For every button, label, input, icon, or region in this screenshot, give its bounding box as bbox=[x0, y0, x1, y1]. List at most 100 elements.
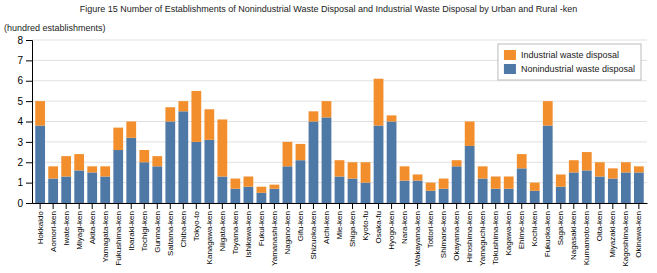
bar bbox=[543, 126, 553, 203]
legend-label: Nonindustrial waste disposal bbox=[521, 64, 635, 74]
tick: Yamagata-ken bbox=[101, 203, 110, 262]
legend-swatch bbox=[504, 50, 516, 60]
bar bbox=[204, 109, 214, 140]
tick: Osaka-fu bbox=[374, 203, 383, 243]
tick: Hiroshima-ken bbox=[465, 203, 474, 263]
tick: Saga-ken bbox=[556, 203, 565, 245]
tick: Chiba-ken bbox=[179, 203, 188, 247]
tick: Tottori-ken bbox=[426, 203, 435, 248]
grid bbox=[32, 40, 647, 203]
axis-line bbox=[26, 41, 33, 204]
tick-mark bbox=[534, 203, 535, 209]
legend-item: Industrial waste disposal bbox=[504, 50, 619, 60]
bar bbox=[504, 189, 514, 203]
tick: Okayama-ken bbox=[452, 203, 461, 261]
tick-mark bbox=[118, 203, 119, 209]
bar bbox=[257, 187, 267, 193]
bar bbox=[491, 177, 501, 189]
tick-label: Mie-ken bbox=[335, 211, 344, 239]
tick-label: Yamaguchi-ken bbox=[478, 211, 487, 266]
bar bbox=[126, 138, 136, 203]
tick: Shimane-ken bbox=[439, 203, 448, 258]
bar bbox=[296, 144, 306, 160]
tick: Iwate-ken bbox=[62, 203, 71, 246]
bar bbox=[582, 170, 592, 203]
tick-label: 5 bbox=[17, 96, 23, 107]
tick-mark bbox=[222, 203, 223, 209]
tick-label: Aomori-ken bbox=[49, 211, 58, 252]
tick-mark bbox=[339, 203, 340, 209]
tick: Toyama-ken bbox=[231, 203, 240, 255]
tick: 2 bbox=[17, 157, 32, 168]
tick-label: Gunma-ken bbox=[153, 211, 162, 253]
tick-label: Iwate-ken bbox=[62, 211, 71, 246]
tick-label: 3 bbox=[17, 137, 23, 148]
tick: Okinawa-ken bbox=[634, 203, 643, 258]
tick: Nara-ken bbox=[400, 203, 409, 244]
tick-label: 4 bbox=[17, 116, 23, 127]
tick-mark bbox=[495, 203, 496, 209]
tick-label: Shiga-ken bbox=[348, 211, 357, 247]
tick-label: Nagasaki-ken bbox=[569, 211, 578, 260]
tick-label: Kumamoto-ken bbox=[582, 211, 591, 265]
legend-box bbox=[498, 44, 641, 80]
tick: Mie-ken bbox=[335, 203, 344, 239]
tick-label: Tokushima-ken bbox=[491, 211, 500, 265]
tick-mark bbox=[482, 203, 483, 209]
bar bbox=[556, 174, 566, 186]
tick-mark bbox=[53, 203, 54, 209]
tick-label: Kagoshima-ken bbox=[621, 211, 630, 267]
bar bbox=[139, 150, 149, 162]
bar bbox=[257, 193, 267, 203]
tick-mark bbox=[196, 203, 197, 209]
tick: Ibaraki-ken bbox=[127, 203, 136, 251]
tick-mark bbox=[573, 203, 574, 209]
tick-mark bbox=[378, 203, 379, 209]
tick-label: 2 bbox=[17, 157, 23, 168]
tick: Kochi-ken bbox=[530, 203, 539, 247]
bar bbox=[87, 172, 97, 203]
tick-label: Akita-ken bbox=[88, 211, 97, 244]
tick-label: Niigata-ken bbox=[218, 211, 227, 251]
tick-mark bbox=[404, 203, 405, 209]
bar bbox=[309, 122, 319, 204]
tick-mark bbox=[391, 203, 392, 209]
tick: Fukui-ken bbox=[257, 203, 266, 246]
bar bbox=[517, 154, 527, 168]
tick-mark bbox=[560, 203, 561, 209]
tick-label: Ibaraki-ken bbox=[127, 211, 136, 251]
bar bbox=[517, 168, 527, 203]
bar bbox=[595, 162, 605, 176]
bar bbox=[191, 91, 201, 142]
bar bbox=[387, 115, 397, 121]
bar bbox=[35, 126, 45, 203]
tick-mark bbox=[313, 203, 314, 209]
bar bbox=[491, 189, 501, 203]
bar bbox=[100, 166, 110, 176]
tick-mark bbox=[40, 203, 41, 209]
tick-mark bbox=[469, 203, 470, 209]
bar bbox=[48, 166, 58, 178]
bar bbox=[634, 172, 644, 203]
tick-mark bbox=[274, 203, 275, 209]
bar bbox=[439, 179, 449, 189]
tick-mark bbox=[612, 203, 613, 209]
bar bbox=[439, 189, 449, 203]
bar bbox=[204, 140, 214, 203]
tick: Nagano-ken bbox=[283, 203, 292, 255]
tick: Miyazaki-ken bbox=[608, 203, 617, 258]
bar bbox=[178, 101, 188, 111]
bar bbox=[48, 179, 58, 203]
bar bbox=[270, 185, 280, 189]
tick-label: Tokyo-to bbox=[192, 210, 201, 241]
bar bbox=[35, 101, 45, 125]
tick-label: Miyagi-ken bbox=[75, 211, 84, 250]
bar bbox=[230, 179, 240, 189]
tick: 8 bbox=[17, 35, 32, 46]
tick-label: Nagano-ken bbox=[283, 211, 292, 255]
tick: Kanagawa-ken bbox=[205, 203, 214, 264]
bar bbox=[374, 79, 384, 126]
tick-mark bbox=[170, 203, 171, 209]
bar bbox=[400, 166, 410, 180]
tick-mark bbox=[26, 40, 32, 41]
